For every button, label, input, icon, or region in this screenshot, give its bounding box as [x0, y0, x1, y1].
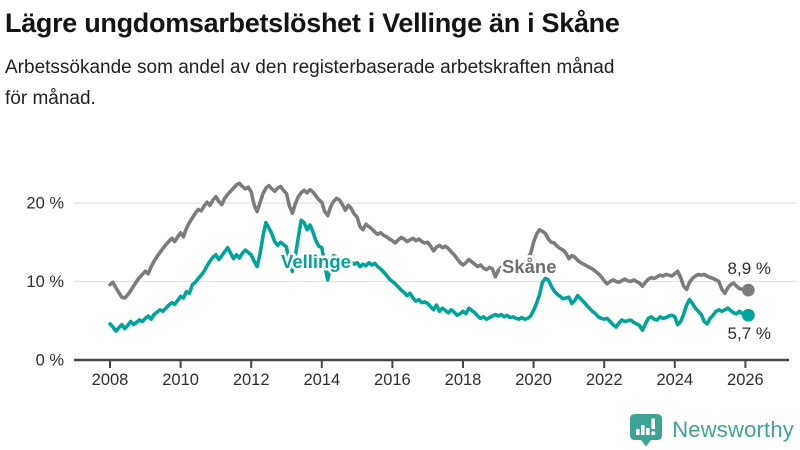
- x-tick-label-2014: 2014: [303, 371, 340, 389]
- unemployment-line-chart: 2008 2010 2012 2014 2016 2018 2020 2022 2024 2026…: [26, 181, 796, 389]
- x-tick-label-2010: 2010: [162, 371, 199, 389]
- vellinge-series-label: Vellinge: [281, 251, 351, 272]
- y-tick-label-20: 20 %: [26, 195, 64, 213]
- x-tick-label-2016: 2016: [374, 371, 411, 389]
- logo-bar-2: [641, 425, 645, 435]
- page-title: Lägre ungdomsarbetslöshet i Vellinge än …: [5, 8, 620, 38]
- subtitle-line-1: Arbetssökande som andel av den registerb…: [5, 57, 615, 79]
- logo-bar-3: [646, 428, 650, 435]
- vellinge-line: [108, 218, 751, 333]
- newsworthy-logo-icon: [630, 414, 663, 447]
- x-tick-label-2026: 2026: [727, 371, 764, 389]
- x-tick-label-2012: 2012: [233, 371, 270, 389]
- vellinge-end-dot: [741, 308, 755, 322]
- x-tick-label-2018: 2018: [445, 371, 482, 389]
- x-tick-label-2008: 2008: [92, 371, 129, 389]
- logo-bar-1: [636, 429, 640, 435]
- y-tick-label-10: 10 %: [26, 273, 64, 291]
- logo-exclamation-bar: [651, 418, 656, 429]
- vellinge-end-label: 5,7 %: [728, 324, 771, 343]
- skane-line: [108, 181, 751, 300]
- subtitle-line-2: för månad.: [5, 88, 96, 110]
- x-tick-label-2022: 2022: [586, 371, 623, 389]
- y-tick-label-0: 0 %: [36, 352, 65, 370]
- chart-subtitle: Arbetssökande som andel av den registerb…: [0, 52, 800, 114]
- logo-exclamation-dot: [651, 431, 656, 436]
- newsworthy-branding: Newsworthy: [629, 413, 794, 447]
- newsworthy-wordmark: Newsworthy: [672, 417, 794, 442]
- skane-end-label: 8,9 %: [728, 259, 771, 278]
- x-tick-label-2020: 2020: [515, 371, 552, 389]
- skane-end-dot: [741, 283, 755, 297]
- x-tick-label-2024: 2024: [656, 371, 693, 389]
- skane-series-label: Skåne: [502, 256, 557, 277]
